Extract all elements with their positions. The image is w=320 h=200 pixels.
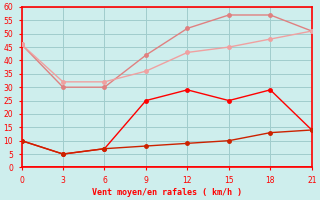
X-axis label: Vent moyen/en rafales ( km/h ): Vent moyen/en rafales ( km/h ) <box>92 188 242 197</box>
